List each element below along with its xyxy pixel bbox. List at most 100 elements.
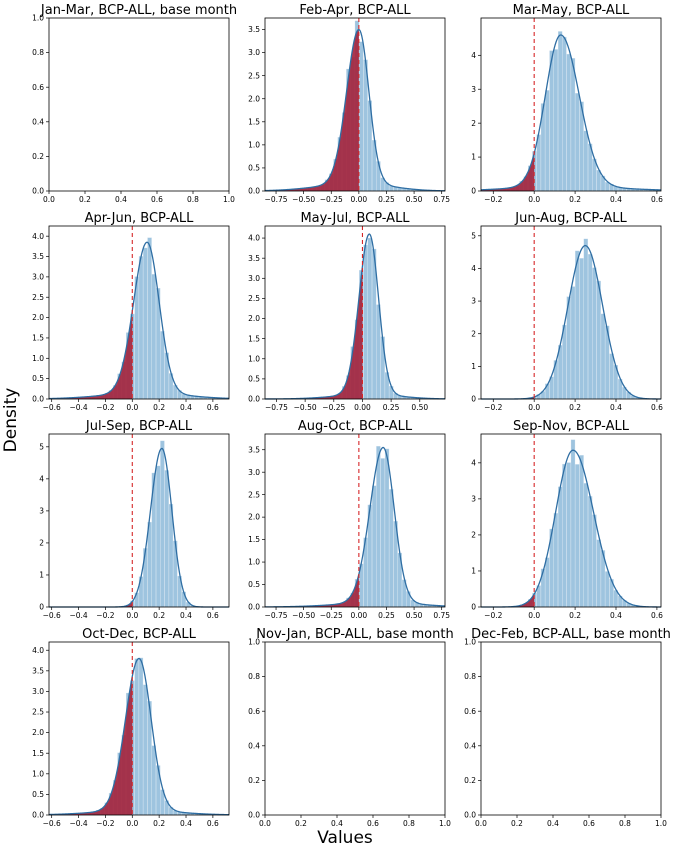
x-tick-label: 0.6 [207, 819, 219, 828]
histogram-bars [523, 238, 648, 400]
subplot-grid: Jan-Mar, BCP-ALL, base month 0.0 0.2 0.4 0.6… [32, 3, 671, 828]
y-tick-label: 5 [39, 442, 44, 451]
x-tick-label: 0.50 [406, 195, 423, 204]
x-tick-label: 0.4 [180, 611, 192, 620]
x-tick-label: −0.2 [484, 195, 502, 204]
histogram-bar [579, 258, 584, 400]
y-ticks: 0 1 2 3 4 [471, 51, 481, 196]
y-tick-label: 0.8 [248, 672, 260, 681]
y-tick-label: 3.5 [248, 254, 260, 263]
y-tick-label: 0.5 [248, 374, 260, 383]
histogram-bars [48, 237, 229, 400]
x-tick-label: 0.2 [569, 403, 581, 412]
subplot-12: Dec-Feb, BCP-ALL, base month 0.0 0.2 0.4 0.6… [464, 627, 671, 828]
y-tick-label: 4 [471, 51, 476, 60]
subplot-frame [480, 433, 662, 608]
y-ticks: 0.0 0.2 0.4 0.6 0.8 1.0 [32, 14, 49, 196]
x-tick-label: 0.0 [259, 819, 271, 828]
subplot-7: Jul-Sep, BCP-ALL −0.6 −0.4 −0.2 0.0 0.2 0.4 0.6… [39, 419, 230, 620]
y-tick-label: 4.0 [32, 232, 44, 241]
x-tick-label: −0.25 [320, 195, 343, 204]
x-tick-label: 0.2 [295, 819, 307, 828]
x-tick-label: 0.2 [153, 819, 165, 828]
histogram-bar [570, 286, 576, 400]
shaded-below-zero-area [49, 676, 133, 815]
x-tick-label: 0.2 [569, 611, 581, 620]
histogram-bar [600, 313, 606, 400]
x-tick-label: 0.2 [153, 611, 165, 620]
y-tick-label: 2.5 [248, 490, 260, 499]
y-tick-label: 1.0 [32, 14, 44, 23]
y-tick-label: 1.0 [248, 140, 260, 149]
x-tick-label: −0.75 [265, 195, 288, 204]
y-tick-label: 0.0 [248, 603, 260, 612]
x-ticks: −0.75 −0.50 −0.25 0.00 0.25 0.50 0.75 [265, 607, 450, 620]
x-tick-label: 0.0 [126, 611, 138, 620]
y-tick-label: 0.2 [464, 776, 476, 785]
subplot-frame [264, 433, 446, 608]
x-tick-label: 0.6 [151, 195, 163, 204]
x-tick-label: 0.6 [651, 403, 663, 412]
histogram-bar [562, 463, 567, 608]
x-tick-label: −0.50 [292, 195, 315, 204]
histogram-bar [570, 58, 576, 192]
histogram-bar [363, 244, 368, 400]
histogram-bar [160, 331, 165, 400]
x-tick-label: 0.00 [351, 195, 368, 204]
y-tick-label: 0 [471, 603, 476, 612]
x-tick-label: 0.6 [583, 819, 595, 828]
y-tick-label: 2.0 [248, 94, 260, 103]
y-tick-label: 0.0 [248, 395, 260, 404]
y-tick-label: 3.5 [248, 445, 260, 454]
histogram-bar [363, 59, 368, 192]
shaded-below-zero-area [265, 29, 359, 192]
shaded-below-zero-area [265, 574, 359, 607]
x-tick-label: 0.2 [79, 195, 91, 204]
histogram-bar [575, 250, 580, 400]
subplot-title: Dec-Feb, BCP-ALL, base month [471, 627, 671, 642]
y-tick-label: 1.0 [32, 354, 44, 363]
histogram-bars [294, 237, 437, 400]
y-tick-label: 0.4 [32, 117, 44, 126]
subplot-5: May-Jul, BCP-ALL −0.75 −0.50 −0.25 0.00 0.25 0… [248, 211, 446, 412]
y-ticks: 0.0 0.2 0.4 0.6 0.8 1.0 [248, 638, 265, 820]
y-tick-label: 2 [39, 539, 44, 548]
histogram-bar [160, 440, 165, 608]
x-tick-label: −0.4 [69, 611, 87, 620]
y-tick-label: 0.5 [248, 580, 260, 589]
shaded-below-zero-area [49, 311, 133, 399]
subplot-frame [48, 641, 230, 816]
x-ticks: −0.6 −0.4 −0.2 0.0 0.2 0.4 0.6 [43, 815, 219, 828]
x-tick-label: 0.50 [406, 611, 423, 620]
histogram-bar [138, 256, 144, 400]
y-tick-label: 1.0 [248, 638, 260, 647]
y-tick-label: 0.8 [32, 48, 44, 57]
subplot-11: Nov-Jan, BCP-ALL, base month 0.0 0.2 0.4 0.6… [248, 627, 454, 828]
x-tick-label: −0.2 [484, 611, 502, 620]
y-tick-label: 1 [471, 567, 476, 576]
x-tick-label: 0.4 [610, 195, 622, 204]
subplot-10: Oct-Dec, BCP-ALL −0.6 −0.4 −0.2 0.0 0.2 0.4 0.6… [32, 627, 230, 828]
x-tick-label: 0.75 [433, 611, 450, 620]
subplot-title: Aug-Oct, BCP-ALL [298, 419, 413, 434]
x-tick-label: 0.0 [528, 611, 540, 620]
subplot-4: Apr-Jun, BCP-ALL −0.6 −0.4 −0.2 0.0 0.2 0.4 0.6… [32, 211, 230, 412]
x-tick-label: 0.25 [378, 195, 395, 204]
histogram-bar [566, 462, 571, 608]
histogram-bar [592, 514, 597, 608]
y-tick-label: 0 [471, 187, 476, 196]
subplot-frame [264, 641, 446, 816]
x-tick-label: 0.0 [43, 195, 55, 204]
y-tick-label: 0.2 [248, 776, 260, 785]
x-tick-label: 0.25 [378, 611, 395, 620]
x-tick-label: 0.6 [367, 819, 379, 828]
histogram-bar [367, 237, 372, 400]
histogram-bar [596, 170, 601, 192]
y-tick-label: 1 [39, 571, 44, 580]
histogram-bars [510, 439, 644, 608]
subplot-title: Feb-Apr, BCP-ALL [299, 3, 411, 18]
y-ticks: 0 1 2 3 4 5 [39, 442, 49, 612]
subplot-1: Jan-Mar, BCP-ALL, base month 0.0 0.2 0.4 0.6… [32, 3, 237, 204]
y-tick-label: 3.5 [32, 666, 44, 675]
subplot-frame [480, 225, 662, 400]
